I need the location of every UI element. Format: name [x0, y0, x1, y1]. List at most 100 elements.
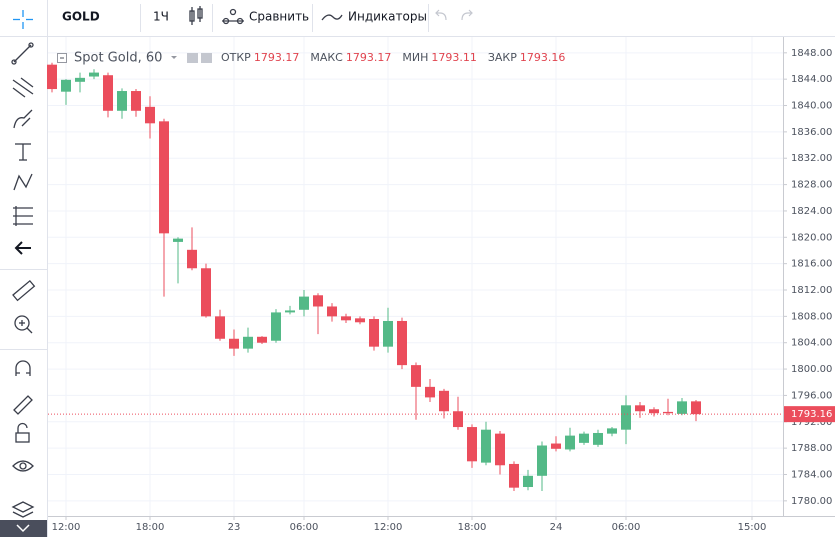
y-tick-label: 1780.00 — [791, 496, 832, 507]
indicators-button[interactable]: Индикаторы — [348, 10, 427, 24]
pattern-tool[interactable] — [13, 173, 33, 191]
ohlc-value: 1793.17 — [346, 51, 392, 64]
last-price-box — [784, 406, 835, 423]
chart-pane — [48, 37, 835, 537]
candle-body — [61, 79, 71, 92]
candle-body — [201, 268, 211, 317]
candle-body — [299, 296, 309, 310]
y-tick-label: 1804.00 — [791, 338, 832, 349]
zoom-tool[interactable] — [14, 315, 33, 334]
candle-body — [453, 411, 463, 428]
y-tick-label: 1784.00 — [791, 469, 832, 480]
y-tick-label: 1820.00 — [791, 232, 832, 243]
candle-body — [691, 401, 701, 415]
symbol[interactable]: GOLD — [62, 10, 100, 24]
y-tick-label: 1796.00 — [791, 390, 832, 401]
candle-body — [173, 238, 183, 242]
candle-body — [159, 121, 169, 234]
indicators-icon[interactable] — [321, 14, 343, 21]
candle-body — [75, 77, 85, 82]
y-tick-label: 1812.00 — [791, 285, 832, 296]
y-tick-label: 1844.00 — [791, 74, 832, 85]
x-tick-label: 06:00 — [290, 522, 319, 533]
candle-body — [579, 433, 589, 443]
y-tick-label: 1836.00 — [791, 127, 832, 138]
line-tool[interactable] — [11, 42, 34, 65]
compare-icon[interactable] — [222, 8, 244, 25]
fib-tool[interactable] — [12, 77, 34, 98]
ohlc-label: МАКС — [310, 51, 343, 64]
eye-tool[interactable] — [12, 460, 34, 472]
text-tool[interactable] — [15, 143, 31, 161]
visibility-icon[interactable] — [187, 53, 198, 63]
interval[interactable]: 1Ч — [153, 10, 169, 24]
candle-body — [467, 427, 477, 462]
x-tick-label: 18:00 — [458, 522, 487, 533]
candle-body — [397, 320, 407, 366]
collapse-bar[interactable] — [0, 520, 47, 537]
candle-body — [677, 401, 687, 414]
candle-body — [187, 249, 197, 269]
candle-body — [341, 316, 351, 321]
candle-body — [355, 318, 365, 323]
x-tick-label: 23 — [228, 522, 241, 533]
candle-body — [495, 433, 505, 466]
candle-body — [523, 475, 533, 488]
candle-body — [551, 443, 561, 449]
undo-icon[interactable] — [435, 9, 447, 21]
candle-body — [131, 91, 141, 111]
x-tick-label: 15:00 — [738, 522, 767, 533]
candle-body — [285, 310, 295, 313]
magnet-tool[interactable] — [15, 360, 31, 376]
ohlc-value: 1793.11 — [431, 51, 477, 64]
prediction-tool[interactable] — [13, 206, 33, 226]
layers-tool[interactable] — [11, 501, 35, 518]
settings-icon[interactable] — [201, 53, 212, 63]
candle-body — [243, 336, 253, 349]
ruler-tool[interactable] — [12, 279, 36, 302]
compare-button[interactable]: Сравнить — [249, 10, 309, 24]
candle-body — [607, 428, 617, 434]
y-tick-label: 1816.00 — [791, 259, 832, 270]
chart-style-icon[interactable] — [189, 6, 203, 25]
y-tick-label: 1788.00 — [791, 443, 832, 454]
y-tick-label: 1800.00 — [791, 364, 832, 375]
candle-body — [229, 338, 239, 349]
ohlc-value: 1793.16 — [520, 51, 566, 64]
candle-body — [383, 320, 393, 347]
crosshair-tool[interactable] — [13, 10, 33, 29]
plot — [47, 37, 783, 516]
y-tick-label: 1792.00 — [791, 417, 832, 428]
candle-body — [47, 64, 57, 90]
collapse-icon — [16, 524, 30, 533]
x-tick-label: 12:00 — [374, 522, 403, 533]
x-tick-label: 12:00 — [52, 522, 81, 533]
y-tick-label: 1808.00 — [791, 311, 832, 322]
last-price-label: 1793.16 — [791, 409, 832, 420]
candle-body — [439, 390, 449, 412]
candle-body — [621, 405, 631, 430]
candle-body — [215, 316, 225, 339]
candle-body — [369, 318, 379, 347]
candle-body — [313, 295, 323, 307]
candle-body — [89, 72, 99, 77]
brush-tool[interactable] — [13, 109, 33, 129]
y-tick-label: 1840.00 — [791, 101, 832, 112]
ohlc-legend: ОТКР 1793.17 МАКС 1793.17 МИН 1793.11 ЗАКР 1793… — [221, 51, 565, 64]
candle-body — [481, 429, 491, 463]
candle-body — [327, 306, 337, 317]
x-tick-label: 18:00 — [136, 522, 165, 533]
y-tick-label: 1832.00 — [791, 153, 832, 164]
lock-tool[interactable] — [15, 422, 30, 443]
ohlc-label: ОТКР — [221, 51, 251, 64]
candle-body — [103, 75, 113, 111]
redo-icon[interactable] — [461, 9, 473, 21]
title-menu[interactable] — [171, 56, 177, 59]
candle-body — [509, 463, 519, 488]
lock-drawings-tool[interactable] — [13, 395, 33, 415]
left-toolbar — [0, 10, 47, 537]
back-tool[interactable] — [14, 241, 31, 255]
candle-body — [537, 445, 547, 476]
candle-body — [271, 312, 281, 341]
